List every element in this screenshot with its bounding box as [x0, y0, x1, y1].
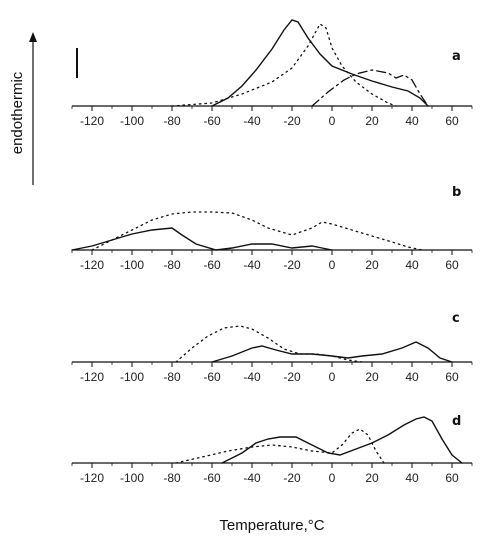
y-axis-label: endothermic [9, 71, 26, 154]
x-tick-label: 20 [365, 114, 379, 128]
x-tick-label: -60 [203, 114, 221, 128]
x-tick-label: -120 [80, 471, 104, 485]
x-tick-label: 60 [445, 258, 459, 272]
panel-label: a [452, 49, 461, 64]
x-tick-label: -20 [283, 471, 301, 485]
x-tick-label: -100 [120, 370, 144, 384]
x-tick-label: -80 [163, 114, 181, 128]
x-tick-label: -80 [163, 471, 181, 485]
x-tick-label: 60 [445, 370, 459, 384]
x-tick-label: -100 [120, 258, 144, 272]
x-axis-label: Temperature,°C [219, 517, 324, 534]
series-dotted-line [171, 23, 397, 107]
x-tick-label: -40 [243, 114, 261, 128]
series-solid-line [221, 416, 463, 464]
series-solid-line [211, 341, 453, 363]
x-tick-label: 0 [329, 114, 336, 128]
x-tick-label: -80 [163, 370, 181, 384]
panel-a: -120 -100 -80 -60 -40 -20 0 20 40 60 a [71, 19, 473, 128]
series-solid-line [211, 19, 429, 107]
x-tick-label: 20 [365, 471, 379, 485]
x-tick-label: -20 [283, 114, 301, 128]
series-dotted-line [91, 211, 423, 251]
series-dotted-line [175, 325, 363, 363]
x-tick-label: -120 [80, 258, 104, 272]
x-tick-label: -40 [243, 258, 261, 272]
x-tick-label: -80 [163, 258, 181, 272]
x-tick-label: -100 [120, 471, 144, 485]
x-tick-label: 0 [329, 471, 336, 485]
x-tick-label: 40 [405, 258, 419, 272]
x-tick-label: 60 [445, 114, 459, 128]
x-tick-label: 0 [329, 370, 336, 384]
x-tick-label: 20 [365, 370, 379, 384]
panel-label: c [452, 311, 460, 326]
x-tick-label: 40 [405, 471, 419, 485]
series-solid-line [71, 227, 333, 251]
x-tick-label: -40 [243, 370, 261, 384]
x-tick-label: -60 [203, 258, 221, 272]
series-dashdot-line [311, 69, 429, 107]
x-tick-label: 20 [365, 258, 379, 272]
x-tick-label: -40 [243, 471, 261, 485]
x-tick-label: 40 [405, 370, 419, 384]
panel-c: -120 -100 -80 -60 -40 -20 0 20 40 60 c [71, 311, 473, 384]
panel-d: -120 -100 -80 -60 -40 -20 0 20 40 60 d [71, 414, 473, 485]
series-dotted-line [175, 428, 385, 464]
x-tick-label: -20 [283, 370, 301, 384]
x-tick-label: -20 [283, 258, 301, 272]
x-tick-label: 0 [329, 258, 336, 272]
endothermic-arrow-head [29, 32, 37, 42]
x-tick-label: -120 [80, 114, 104, 128]
x-tick-label: -60 [203, 471, 221, 485]
x-tick-label: 60 [445, 471, 459, 485]
x-tick-label: -100 [120, 114, 144, 128]
panel-label: d [452, 414, 461, 429]
panels: -120 -100 -80 -60 -40 -20 0 20 40 60a-120 -100 -80-… [71, 19, 473, 485]
x-tick-label: -120 [80, 370, 104, 384]
x-tick-label: -60 [203, 370, 221, 384]
panel-b: -120 -100 -80 -60 -40 -20 0 20 40 60 b [71, 185, 473, 272]
panel-label: b [452, 185, 461, 200]
x-tick-label: 40 [405, 114, 419, 128]
